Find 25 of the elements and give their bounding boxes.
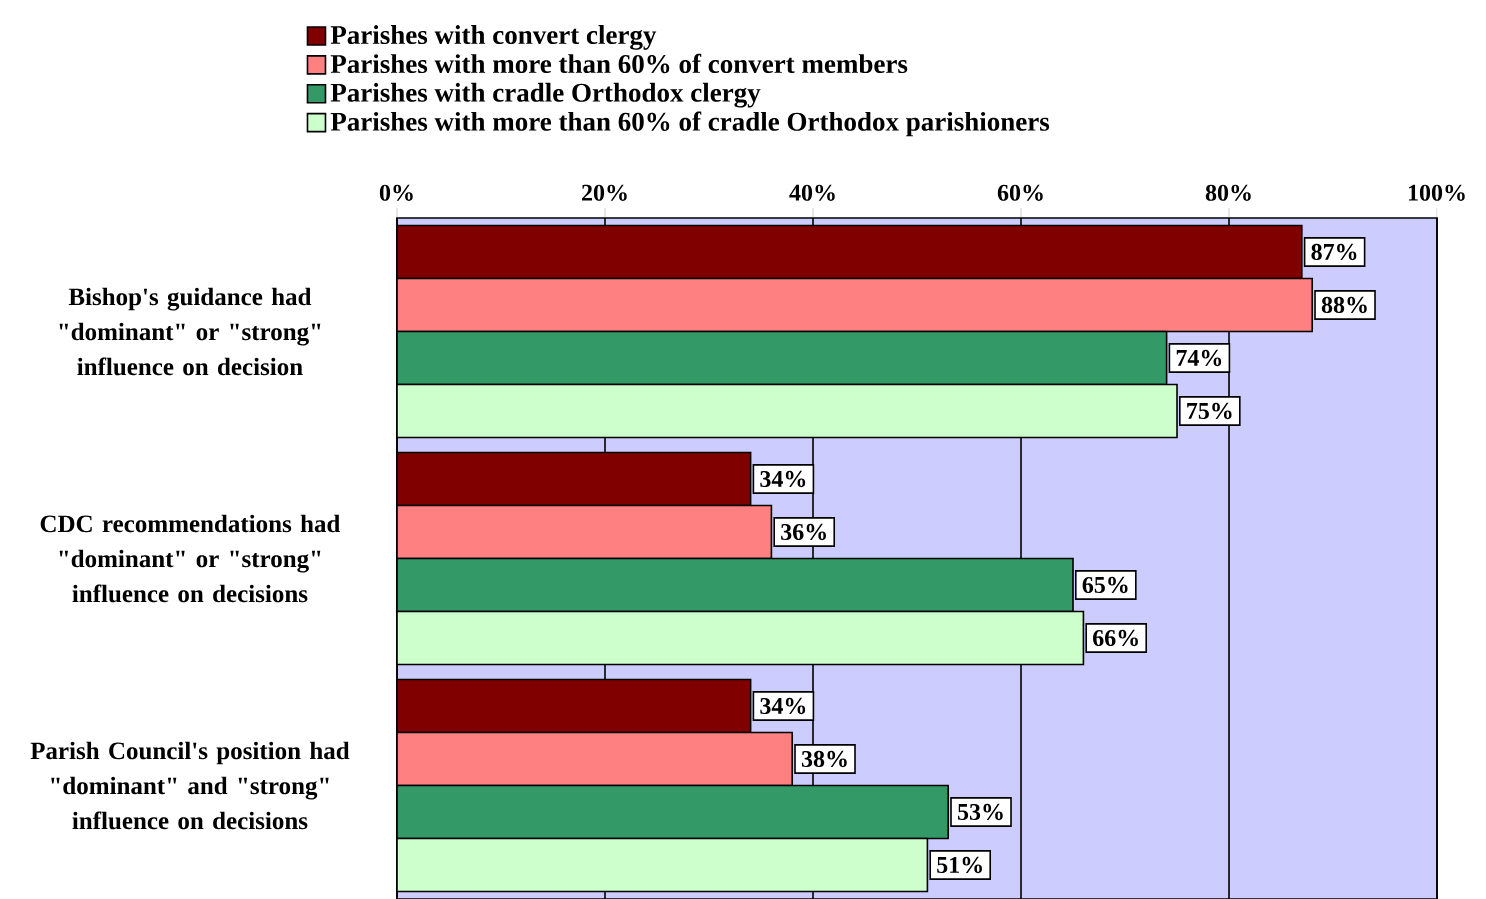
- legend-label: Parishes with more than 60% of convert members: [330, 53, 908, 74]
- legend-label: Parishes with cradle Orthodox clergy: [330, 82, 761, 108]
- data-label: 75%: [1187, 402, 1232, 420]
- data-label: 87%: [1311, 243, 1357, 261]
- data-label: 66%: [1093, 629, 1138, 647]
- data-label: 34%: [760, 470, 806, 488]
- y-tick-label: Parish Council's position had "dominant" and "strong" influence on decisions: [30, 741, 350, 830]
- data-label: 38%: [801, 750, 847, 768]
- y-tick-label: Bishop's guidance had "dominant" or "strong" influence on decision: [59, 287, 321, 376]
- legend-label: Parishes with more than 60% of cradle Orthodox parishioners: [330, 111, 1050, 137]
- x-tick-label: 60%: [997, 184, 1043, 201]
- x-tick-label: 20%: [582, 184, 627, 201]
- data-label: 36%: [781, 523, 826, 541]
- x-tick-label: 0%: [379, 184, 413, 201]
- x-tick-label: 100%: [1408, 184, 1465, 201]
- x-tick-label: 40%: [789, 184, 835, 201]
- data-label: 34%: [760, 697, 806, 715]
- x-tick-label: 80%: [1205, 184, 1251, 201]
- data-label: 74%: [1176, 349, 1222, 367]
- data-label: 65%: [1082, 576, 1128, 594]
- data-label: 53%: [957, 803, 1003, 821]
- legend-label: Parishes with convert clergy: [330, 25, 657, 50]
- data-label: 51%: [937, 856, 982, 874]
- data-label: 88%: [1321, 296, 1367, 314]
- y-tick-label: CDC recommendations had "dominant" or "strong" influence on decisions: [40, 514, 341, 603]
